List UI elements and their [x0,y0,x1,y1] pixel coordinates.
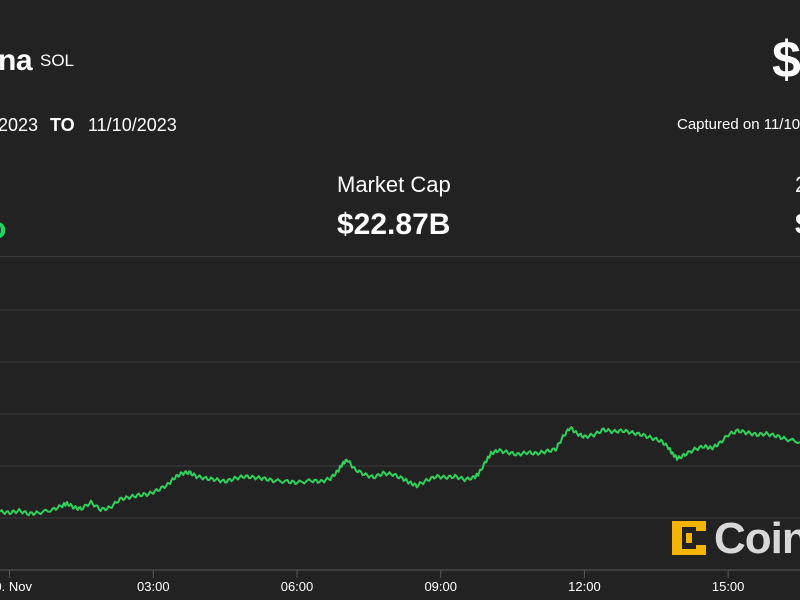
market-cap-value: $22.87B [337,208,451,241]
brand-logo: Coin [668,514,800,563]
coindesk-logo-icon [672,521,706,555]
price-series-line [0,426,800,517]
header-divider [0,256,800,257]
market-cap-label: Market Cap [337,172,451,197]
captured-timestamp: Captured on 11/10/2 [677,116,800,133]
volume-label: 2 [795,172,800,198]
asset-name: na [0,44,33,77]
range-to-label: TO [50,115,75,135]
chart-grid [0,309,800,571]
asset-ticker: SOL [40,51,75,70]
x-axis: 10. Nov 03:00 06:00 09:00 12:00 15:00 [0,570,744,594]
x-tick-label: 06:00 [281,579,314,594]
range-start-date: 2023 [0,115,39,135]
chart-line-layer [0,426,800,517]
range-end-date: 11/10/2023 [88,115,177,135]
x-tick-label: 12:00 [568,579,601,594]
current-price: $ [772,31,800,89]
brand-logo-text: Coin [714,514,800,563]
price-change-value: o [0,212,6,246]
x-tick-label: 15:00 [712,579,745,594]
x-tick-label: 03:00 [137,579,170,594]
x-tick-label: 10. Nov [0,579,32,594]
volume-value: $ [795,208,800,242]
x-tick-label: 09:00 [424,579,457,594]
